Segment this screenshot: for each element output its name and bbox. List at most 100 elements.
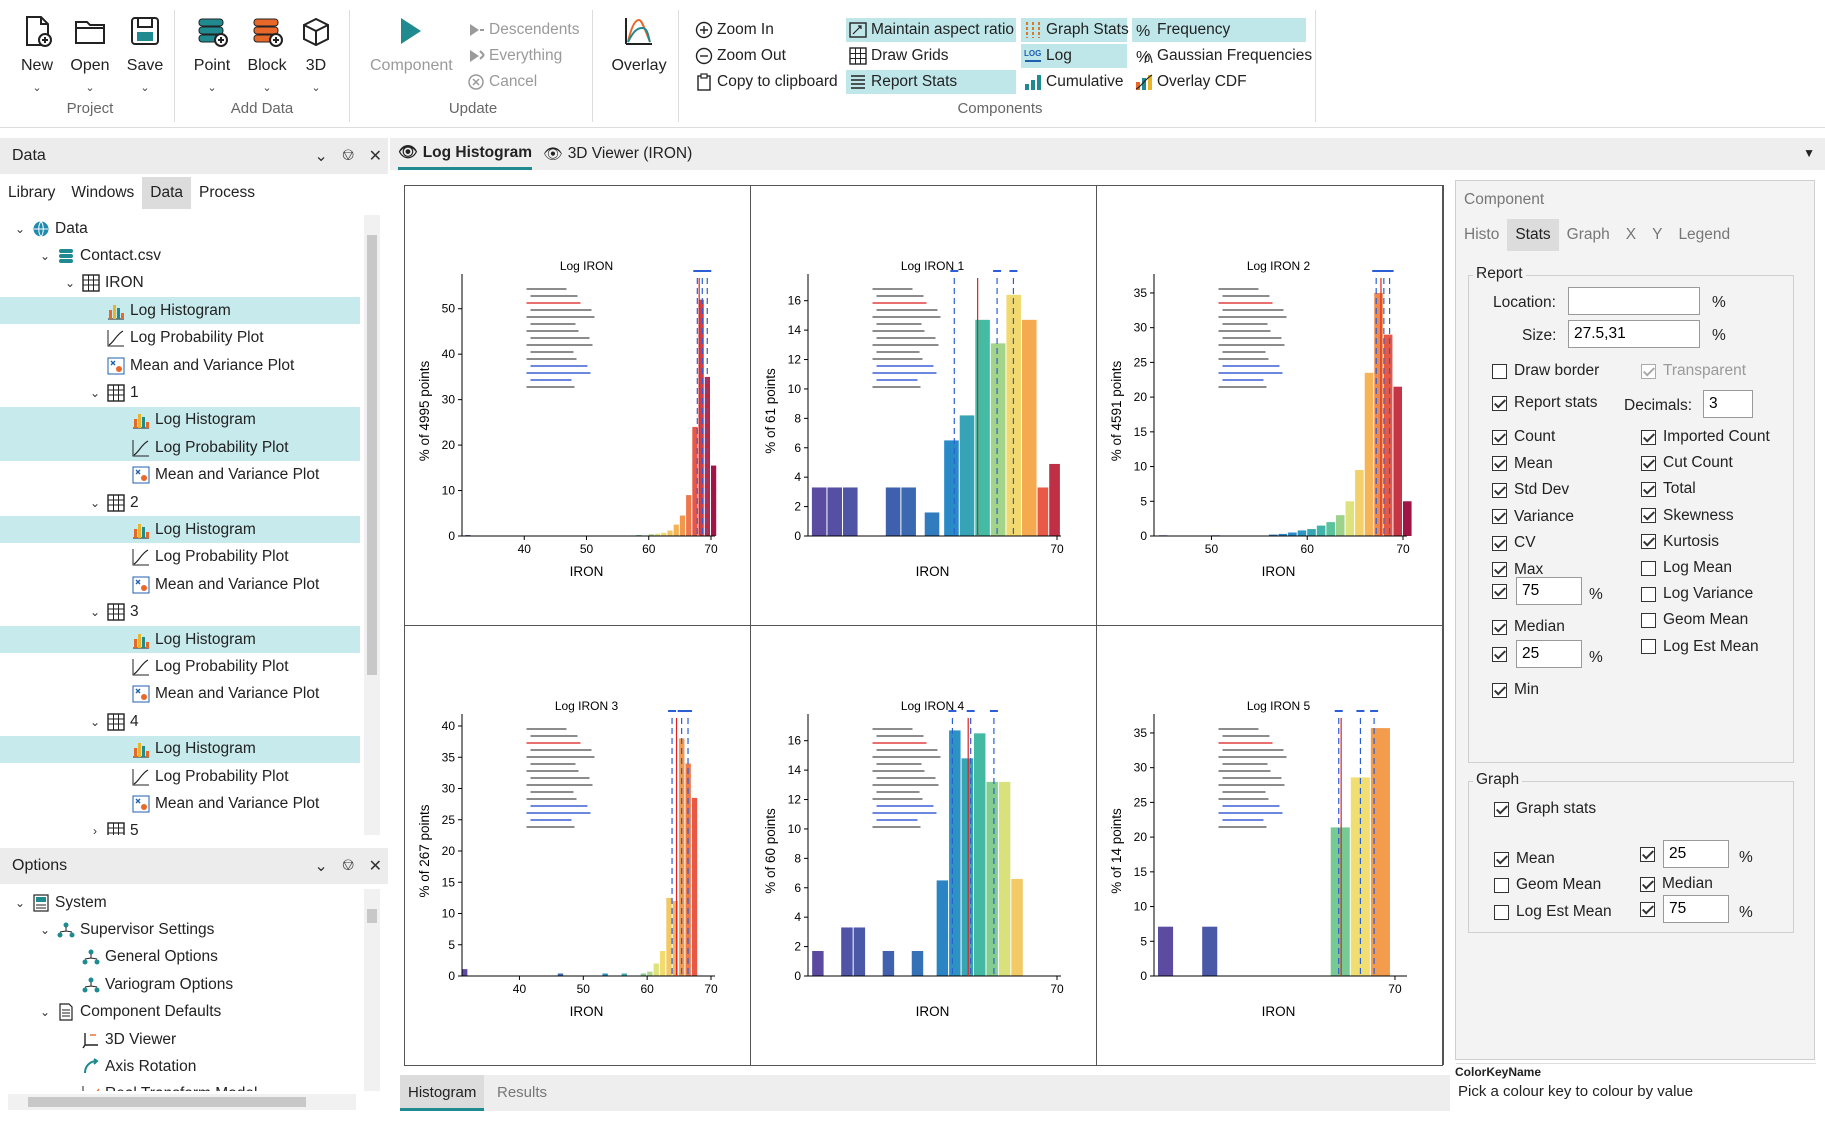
zoom-in-button[interactable]: Zoom In (692, 18, 777, 42)
tree-item[interactable]: Log Histogram (0, 297, 360, 325)
tree-item[interactable]: Log Histogram (0, 735, 360, 763)
add-3d-button[interactable]: 3D ⌄ (290, 14, 342, 94)
tab-histo[interactable]: Histo (1464, 226, 1500, 243)
tree-item[interactable]: ⌄ 1 (0, 379, 360, 406)
tab-library[interactable]: Library (8, 184, 56, 201)
chevron-down-icon[interactable]: ⌄ (140, 82, 150, 94)
add-block-button[interactable]: Block ⌄ (241, 14, 293, 94)
chevron-down-icon[interactable]: ⌄ (89, 385, 101, 400)
pin-icon[interactable]: ⎊ (341, 147, 355, 164)
percentile-high-checkbox[interactable] (1492, 584, 1507, 599)
chevron-down-icon[interactable]: ⌄ (39, 922, 51, 937)
tab-legend[interactable]: Legend (1678, 226, 1731, 243)
percentile-low-input[interactable] (1516, 640, 1582, 668)
tree-item[interactable]: ⌄ 4 (0, 708, 360, 735)
maintain-aspect-toggle[interactable]: Maintain aspect ratio (846, 18, 1016, 42)
imported-count-checkbox[interactable]: Imported Count (1641, 428, 1770, 446)
tree-item[interactable]: Variogram Options (0, 971, 360, 998)
tab-windows[interactable]: Windows (71, 184, 135, 201)
geom-mean-checkbox[interactable]: Geom Mean (1641, 611, 1748, 629)
graph-p2-input[interactable] (1663, 895, 1729, 923)
histogram-cell[interactable]: Log IRON 5 0 5 10 15 20 25 30 35 70 IRON % of 14 po… (1096, 625, 1443, 1066)
tab-data[interactable]: Data (142, 177, 192, 209)
chevron-right-icon[interactable]: › (93, 824, 97, 835)
kurtosis-checkbox[interactable]: Kurtosis (1641, 533, 1719, 551)
histogram-cell[interactable]: Log IRON 1 0 2 4 6 8 10 12 14 16 70 IRON % of 61 poi… (750, 185, 1097, 626)
tree-item[interactable]: ⌄ Component Defaults (0, 999, 360, 1026)
scrollbar-thumb[interactable] (367, 235, 377, 675)
tree-item[interactable]: 3D Viewer (0, 1026, 360, 1053)
size-input[interactable] (1568, 320, 1700, 348)
data-tree-scrollbar[interactable] (364, 215, 380, 835)
tree-item[interactable]: Mean and Variance Plot (0, 571, 360, 598)
tree-item[interactable]: Mean and Variance Plot (0, 790, 360, 817)
log-variance-checkbox[interactable]: Log Variance (1641, 585, 1753, 603)
graph-p1-input[interactable] (1663, 840, 1729, 868)
chevron-down-icon[interactable]: ⌄ (32, 82, 42, 94)
tree-item[interactable]: Log Histogram (0, 516, 360, 544)
chevron-down-icon[interactable]: ⌄ (311, 82, 321, 94)
tree-item[interactable]: Log Histogram (0, 406, 360, 434)
std-dev-checkbox[interactable]: Std Dev (1492, 481, 1569, 499)
chevron-down-icon[interactable]: ⌄ (14, 221, 26, 236)
variance-checkbox[interactable]: Variance (1492, 508, 1574, 526)
graph-mean-checkbox[interactable]: Mean (1494, 850, 1555, 868)
tree-item[interactable]: Mean and Variance Plot (0, 352, 360, 379)
graph-stats-toggle[interactable]: Graph Stats (1021, 18, 1129, 42)
zoom-out-button[interactable]: Zoom Out (692, 44, 789, 68)
pin-icon[interactable]: ⎊ (341, 857, 355, 874)
chevron-down-icon[interactable]: ⌄ (262, 82, 272, 94)
tree-item[interactable]: Mean and Variance Plot (0, 462, 360, 489)
graph-median-checkbox[interactable]: Median (1640, 875, 1713, 893)
histogram-cell[interactable]: Log IRON 2 0 5 10 15 20 25 30 35 50 60 70 IRON % of 4… (1096, 185, 1443, 626)
frequency-toggle[interactable]: % Frequency (1132, 18, 1306, 42)
overlay-button[interactable]: Overlay (608, 14, 670, 75)
tree-item[interactable]: ⌄ Data (0, 215, 360, 242)
chevron-down-icon[interactable]: ⌄ (314, 858, 328, 875)
histogram-cell[interactable]: Log IRON 0 10 20 30 40 50 40 50 60 70 IRON % of 4995… (404, 185, 751, 626)
tree-item[interactable]: Mean and Variance Plot (0, 681, 360, 708)
log-mean-checkbox[interactable]: Log Mean (1641, 559, 1732, 577)
chevron-down-icon[interactable]: ⌄ (85, 82, 95, 94)
histogram-cell[interactable]: Log IRON 3 0 5 10 15 20 25 30 35 40 40 50 60 70 IRON % … (404, 625, 751, 1066)
tree-item[interactable]: Log Probability Plot (0, 544, 360, 571)
max-checkbox[interactable]: Max (1492, 561, 1543, 579)
tree-item[interactable]: Real Transform Model (0, 1081, 360, 1091)
tree-item[interactable]: ⌄ 2 (0, 489, 360, 516)
tree-item[interactable]: ⌄ IRON (0, 270, 360, 297)
min-checkbox[interactable]: Min (1492, 681, 1539, 699)
add-point-button[interactable]: Point ⌄ (186, 14, 238, 94)
tree-item[interactable]: Log Probability Plot (0, 653, 360, 680)
total-checkbox[interactable]: Total (1641, 480, 1696, 498)
chevron-down-icon[interactable]: ⌄ (89, 495, 101, 510)
draw-border-checkbox[interactable]: Draw border (1492, 362, 1599, 380)
update-component-button[interactable]: Component (370, 14, 453, 75)
copy-to-clipboard-button[interactable]: Copy to clipboard (692, 70, 841, 94)
tab-x[interactable]: X (1625, 226, 1637, 243)
chevron-down-icon[interactable]: ⌄ (39, 1005, 51, 1020)
scrollbar-thumb[interactable] (367, 909, 377, 923)
graph-log-est-mean-checkbox[interactable]: Log Est Mean (1494, 903, 1612, 921)
save-button[interactable]: Save ⌄ (119, 14, 171, 94)
tab-stats[interactable]: Stats (1507, 219, 1559, 251)
count-checkbox[interactable]: Count (1492, 428, 1555, 446)
tab-histogram[interactable]: Histogram (400, 1075, 485, 1111)
histogram-cell[interactable]: Log IRON 4 0 2 4 6 8 10 12 14 16 70 IRON % of 60 poi… (750, 625, 1097, 1066)
cumulative-toggle[interactable]: Cumulative (1021, 70, 1127, 94)
tabs-menu-icon[interactable]: ▼ (1803, 146, 1815, 160)
graph-geom-mean-checkbox[interactable]: Geom Mean (1494, 876, 1601, 894)
mean-checkbox[interactable]: Mean (1492, 455, 1553, 473)
chevron-down-icon[interactable]: ⌄ (314, 148, 328, 165)
tab-graph[interactable]: Graph (1566, 226, 1610, 243)
scrollbar-thumb[interactable] (28, 1097, 306, 1107)
draw-grids-toggle[interactable]: Draw Grids (846, 44, 952, 68)
chevron-down-icon[interactable]: ⌄ (89, 605, 101, 620)
descendents-button[interactable]: Descendents (464, 18, 582, 42)
location-input[interactable] (1568, 287, 1700, 315)
gaussian-frequencies-toggle[interactable]: % Gaussian Frequencies (1132, 44, 1315, 68)
cut-count-checkbox[interactable]: Cut Count (1641, 454, 1733, 472)
tree-item[interactable]: › 5 (0, 818, 360, 835)
report-stats-checkbox[interactable]: Report stats (1492, 394, 1598, 412)
tree-item[interactable]: ⌄ 3 (0, 599, 360, 626)
chevron-down-icon[interactable]: ⌄ (64, 276, 76, 291)
